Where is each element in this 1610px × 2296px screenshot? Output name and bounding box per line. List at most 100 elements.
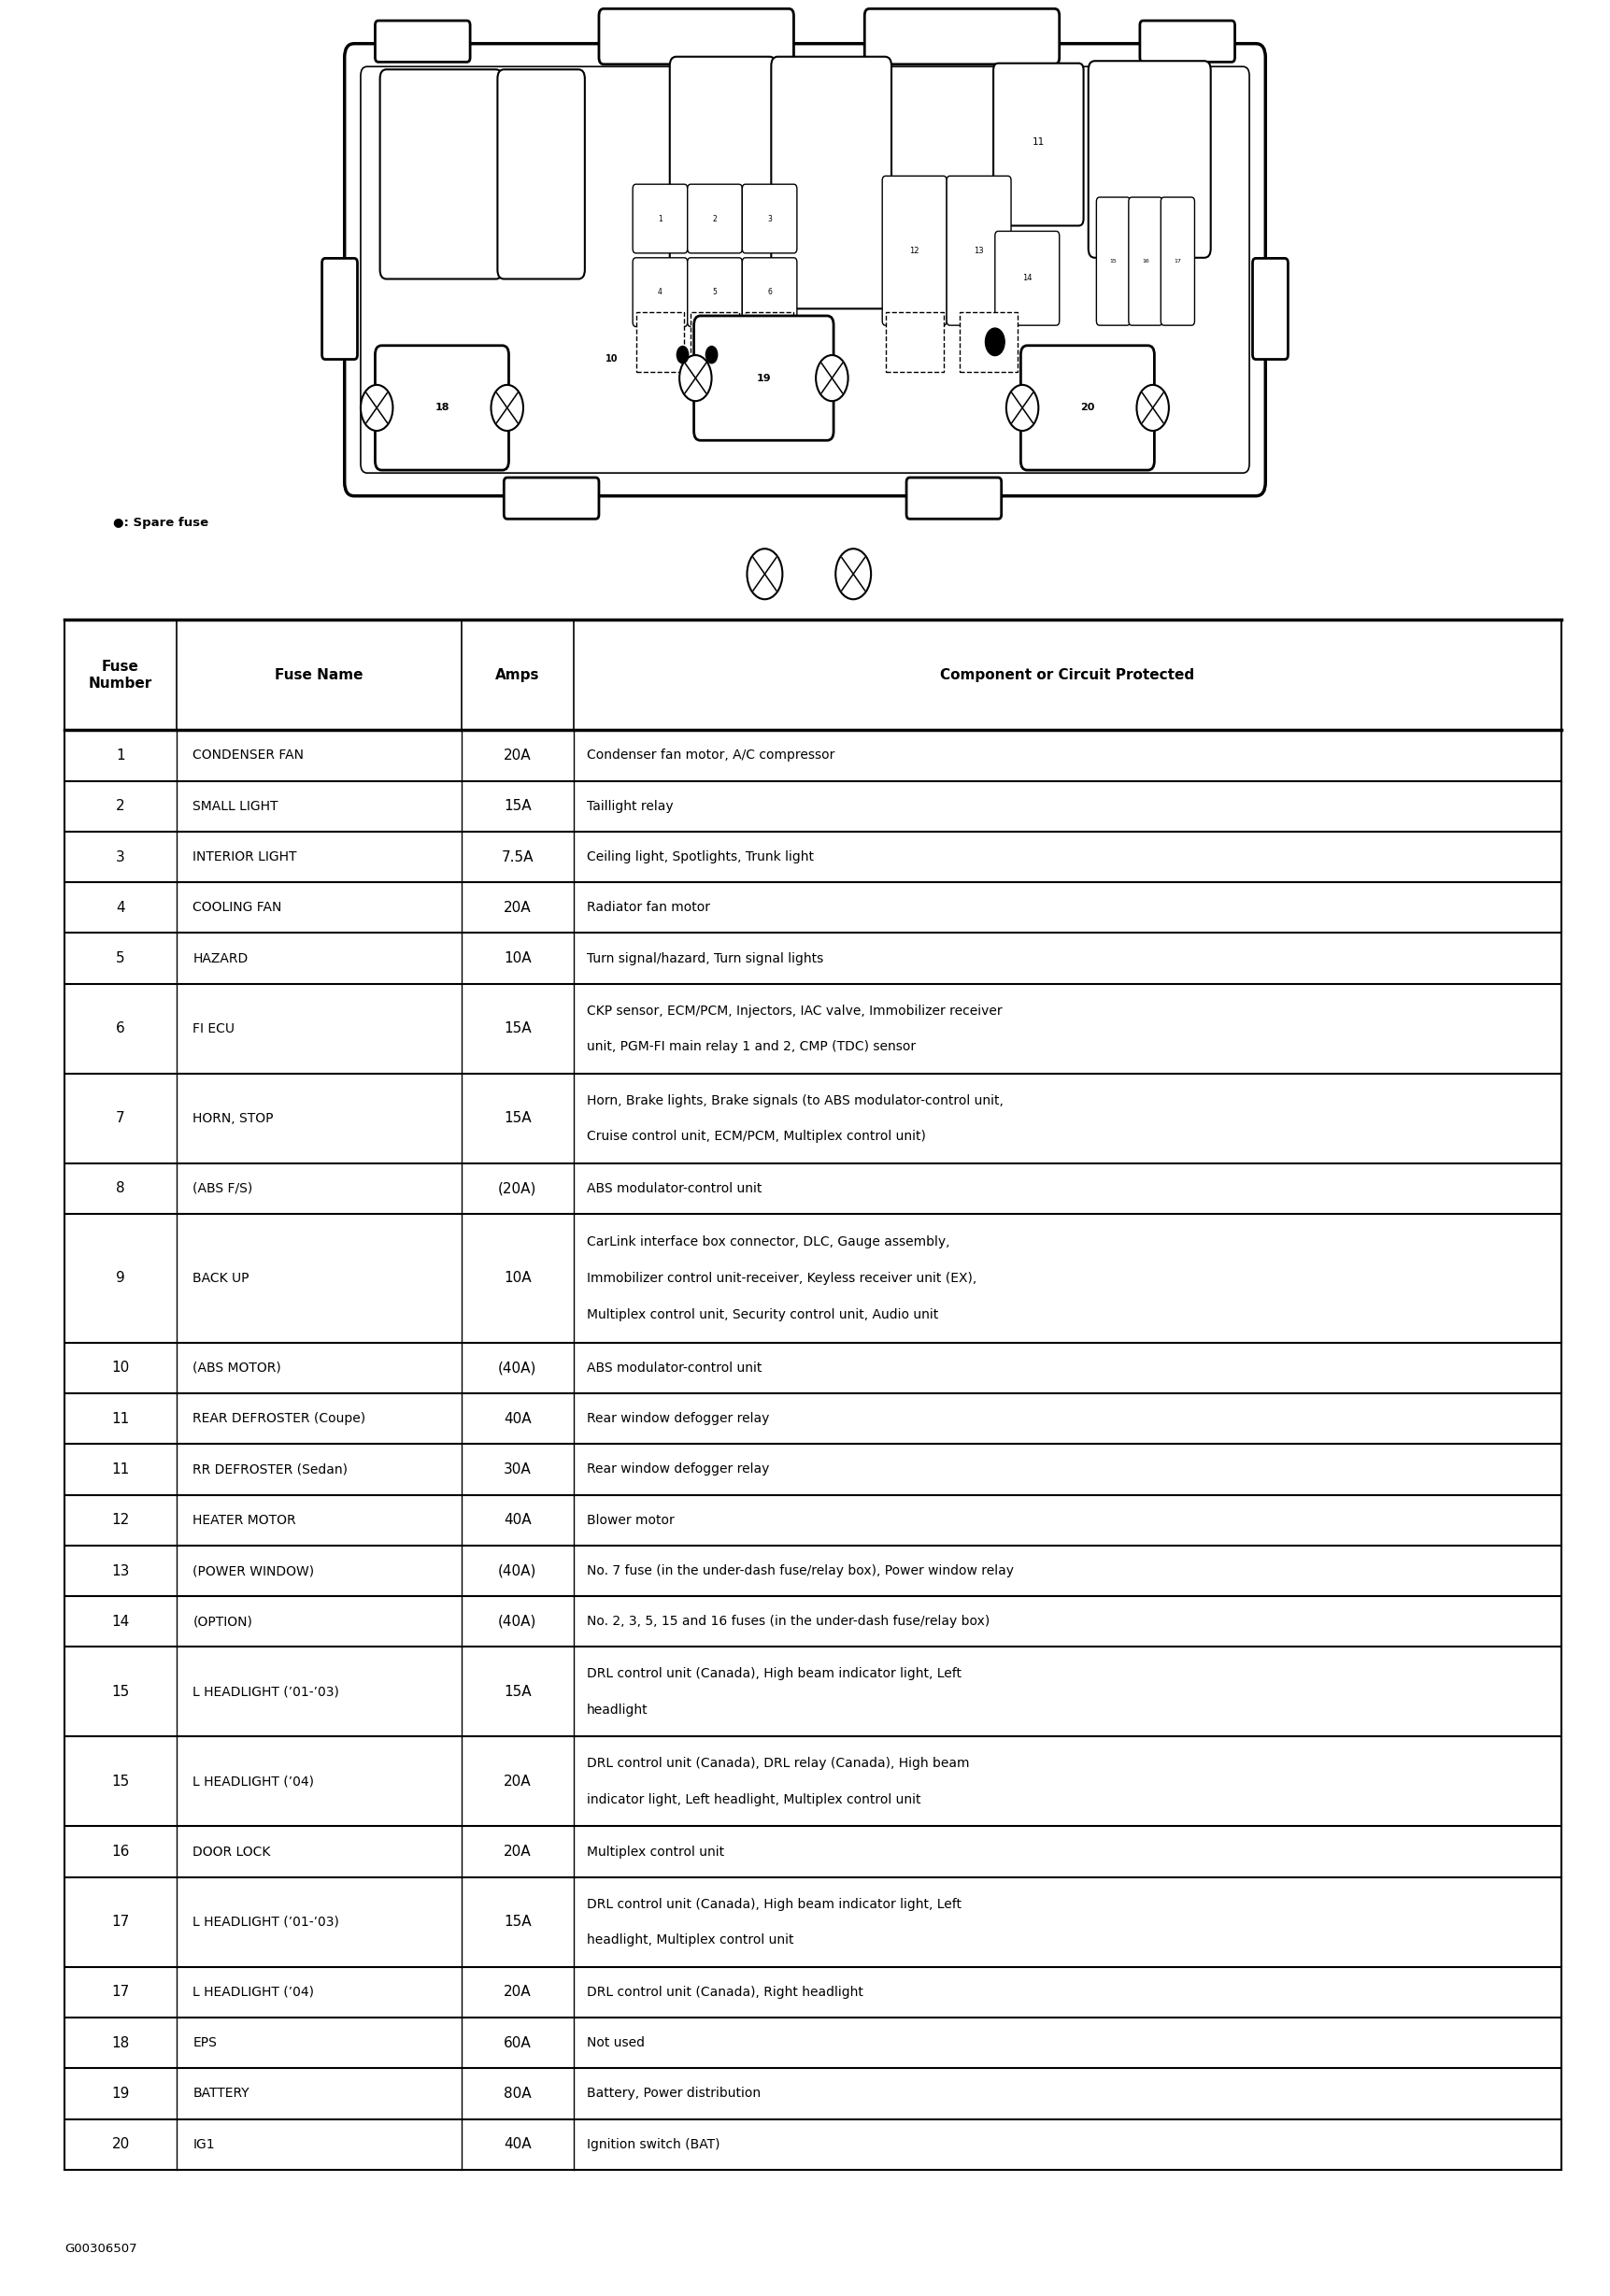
FancyBboxPatch shape xyxy=(1096,197,1130,326)
Text: No. 7 fuse (in the under-dash fuse/relay box), Power window relay: No. 7 fuse (in the under-dash fuse/relay… xyxy=(586,1564,1013,1577)
FancyBboxPatch shape xyxy=(497,69,584,278)
Text: 4: 4 xyxy=(658,287,662,296)
Text: 14: 14 xyxy=(111,1614,129,1628)
Text: CarLink interface box connector, DLC, Gauge assembly,: CarLink interface box connector, DLC, Ga… xyxy=(586,1235,950,1249)
Text: 20A: 20A xyxy=(504,1775,531,1789)
Text: EPS: EPS xyxy=(193,2037,217,2050)
Text: G00306507: G00306507 xyxy=(64,2243,137,2255)
Text: 6: 6 xyxy=(768,287,771,296)
Text: Taillight relay: Taillight relay xyxy=(586,799,673,813)
Text: Ceiling light, Spotlights, Trunk light: Ceiling light, Spotlights, Trunk light xyxy=(586,850,813,863)
Text: 19: 19 xyxy=(757,374,771,383)
Text: Cruise control unit, ECM/PCM, Multiplex control unit): Cruise control unit, ECM/PCM, Multiplex … xyxy=(586,1130,926,1143)
FancyBboxPatch shape xyxy=(742,257,797,326)
Text: 8: 8 xyxy=(116,1182,126,1196)
Text: ABS modulator-control unit: ABS modulator-control unit xyxy=(586,1182,762,1196)
Text: 17: 17 xyxy=(111,1915,129,1929)
Text: 13: 13 xyxy=(111,1564,129,1577)
Text: 4: 4 xyxy=(116,900,126,914)
FancyBboxPatch shape xyxy=(345,44,1265,496)
Text: 7: 7 xyxy=(116,1111,126,1125)
Text: 40A: 40A xyxy=(504,2138,531,2151)
Text: 12: 12 xyxy=(910,246,919,255)
Bar xyxy=(886,312,943,372)
Text: (POWER WINDOW): (POWER WINDOW) xyxy=(193,1564,314,1577)
FancyBboxPatch shape xyxy=(694,317,834,441)
Text: CKP sensor, ECM/PCM, Injectors, IAC valve, Immobilizer receiver: CKP sensor, ECM/PCM, Injectors, IAC valv… xyxy=(586,1003,1001,1017)
Text: 2: 2 xyxy=(116,799,126,813)
FancyBboxPatch shape xyxy=(1129,197,1162,326)
Bar xyxy=(691,312,739,372)
Text: Turn signal/hazard, Turn signal lights: Turn signal/hazard, Turn signal lights xyxy=(586,953,823,964)
Text: Battery, Power distribution: Battery, Power distribution xyxy=(586,2087,760,2101)
Text: DRL control unit (Canada), High beam indicator light, Left: DRL control unit (Canada), High beam ind… xyxy=(586,1896,961,1910)
Text: INTERIOR LIGHT: INTERIOR LIGHT xyxy=(193,850,296,863)
Text: 80A: 80A xyxy=(504,2087,531,2101)
Text: (40A): (40A) xyxy=(497,1564,536,1577)
Text: Fuse
Number: Fuse Number xyxy=(89,659,153,691)
Text: unit, PGM-FI main relay 1 and 2, CMP (TDC) sensor: unit, PGM-FI main relay 1 and 2, CMP (TD… xyxy=(586,1040,916,1054)
FancyBboxPatch shape xyxy=(865,9,1059,64)
Text: 5: 5 xyxy=(116,951,126,964)
Text: 30A: 30A xyxy=(504,1463,531,1476)
Text: Condenser fan motor, A/C compressor: Condenser fan motor, A/C compressor xyxy=(586,748,834,762)
Text: 15A: 15A xyxy=(504,1915,531,1929)
Text: 18: 18 xyxy=(435,404,449,413)
Circle shape xyxy=(679,356,712,402)
Text: headlight: headlight xyxy=(586,1704,647,1717)
Text: BACK UP: BACK UP xyxy=(193,1272,250,1286)
FancyBboxPatch shape xyxy=(633,184,687,253)
Text: 20A: 20A xyxy=(504,900,531,914)
Text: 15A: 15A xyxy=(504,1022,531,1035)
Text: L HEADLIGHT (’04): L HEADLIGHT (’04) xyxy=(193,1775,314,1789)
Text: 1: 1 xyxy=(658,214,662,223)
FancyBboxPatch shape xyxy=(504,478,599,519)
Text: Multiplex control unit: Multiplex control unit xyxy=(586,1846,724,1857)
Circle shape xyxy=(1006,386,1038,432)
FancyBboxPatch shape xyxy=(687,184,742,253)
Circle shape xyxy=(361,386,393,432)
Text: 13: 13 xyxy=(974,246,984,255)
FancyBboxPatch shape xyxy=(906,478,1001,519)
Text: L HEADLIGHT (’01-’03): L HEADLIGHT (’01-’03) xyxy=(193,1685,340,1699)
FancyBboxPatch shape xyxy=(670,57,776,308)
Text: No. 2, 3, 5, 15 and 16 fuses (in the under-dash fuse/relay box): No. 2, 3, 5, 15 and 16 fuses (in the und… xyxy=(586,1614,989,1628)
Text: (OPTION): (OPTION) xyxy=(193,1614,253,1628)
Text: Immobilizer control unit-receiver, Keyless receiver unit (EX),: Immobilizer control unit-receiver, Keyle… xyxy=(586,1272,976,1286)
FancyBboxPatch shape xyxy=(322,259,357,360)
FancyBboxPatch shape xyxy=(882,177,947,326)
Circle shape xyxy=(705,344,718,363)
Text: Horn, Brake lights, Brake signals (to ABS modulator-control unit,: Horn, Brake lights, Brake signals (to AB… xyxy=(586,1093,1003,1107)
Text: Blower motor: Blower motor xyxy=(586,1513,675,1527)
Text: 10A: 10A xyxy=(504,951,531,964)
FancyBboxPatch shape xyxy=(375,344,509,471)
Text: 20A: 20A xyxy=(504,1844,531,1860)
Text: 15: 15 xyxy=(111,1685,129,1699)
Text: 2: 2 xyxy=(713,214,716,223)
Text: HAZARD: HAZARD xyxy=(193,953,248,964)
Text: 17: 17 xyxy=(1174,259,1182,264)
Text: 3: 3 xyxy=(116,850,126,863)
Text: 40A: 40A xyxy=(504,1412,531,1426)
Text: 11: 11 xyxy=(111,1412,129,1426)
Text: HORN, STOP: HORN, STOP xyxy=(193,1111,274,1125)
Text: 15A: 15A xyxy=(504,1111,531,1125)
Text: 10: 10 xyxy=(111,1362,129,1375)
Text: 60A: 60A xyxy=(504,2037,531,2050)
Text: 15: 15 xyxy=(1109,259,1117,264)
Text: 10A: 10A xyxy=(504,1272,531,1286)
Text: Fuse Name: Fuse Name xyxy=(275,668,364,682)
Text: (ABS MOTOR): (ABS MOTOR) xyxy=(193,1362,282,1375)
FancyBboxPatch shape xyxy=(1088,62,1211,257)
Text: 14: 14 xyxy=(1022,273,1032,282)
FancyBboxPatch shape xyxy=(599,9,794,64)
Text: 18: 18 xyxy=(111,2037,129,2050)
FancyBboxPatch shape xyxy=(633,257,687,326)
Text: (40A): (40A) xyxy=(497,1614,536,1628)
Text: (40A): (40A) xyxy=(497,1362,536,1375)
Text: SMALL LIGHT: SMALL LIGHT xyxy=(193,799,279,813)
FancyBboxPatch shape xyxy=(742,184,797,253)
Text: 16: 16 xyxy=(111,1844,129,1860)
Text: 11: 11 xyxy=(1032,138,1045,147)
Text: L HEADLIGHT (’01-’03): L HEADLIGHT (’01-’03) xyxy=(193,1915,340,1929)
